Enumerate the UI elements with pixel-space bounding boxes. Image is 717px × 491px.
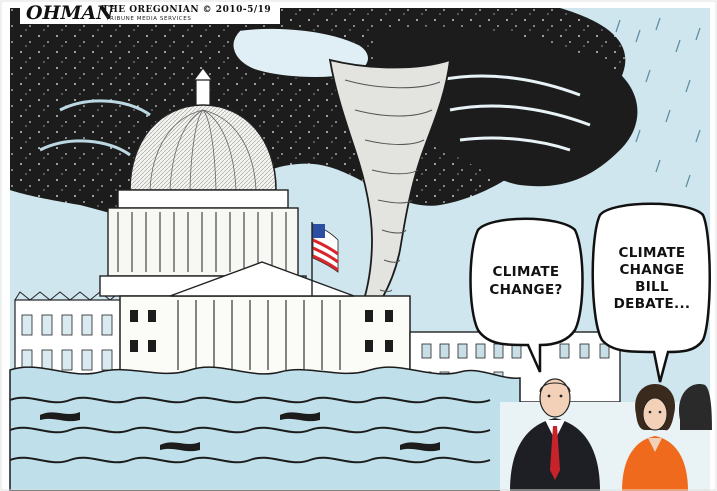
artist-signature: OHMAN [26,2,114,24]
bubble-right-line1: CLIMATE [619,245,686,261]
bubble-left-line2: CHANGE? [489,282,562,298]
politician-man [510,378,600,491]
bubble-right-line2: CHANGE [619,262,684,278]
bubble-left-line1: CLIMATE [493,264,560,280]
speech-bubble-right: CLIMATE CHANGE BILL DEBATE... [591,202,711,383]
tornado-icon [328,58,452,314]
bubble-right-line3: BILL [635,279,669,295]
bubble-right-line4: DEBATE... [614,296,691,312]
speech-bubble-left: CLIMATE CHANGE? [469,217,584,373]
flood-waves-icon [9,366,521,491]
rain-drops-icon [615,17,701,188]
credit-band [20,2,280,24]
bush [679,384,712,430]
politician-woman [622,384,688,491]
credit-line: THE OREGONIAN © 2010-5/19 [102,5,271,15]
credit-sub: TRIBUNE MEDIA SERVICES [105,16,191,22]
us-flag-icon [311,222,339,296]
